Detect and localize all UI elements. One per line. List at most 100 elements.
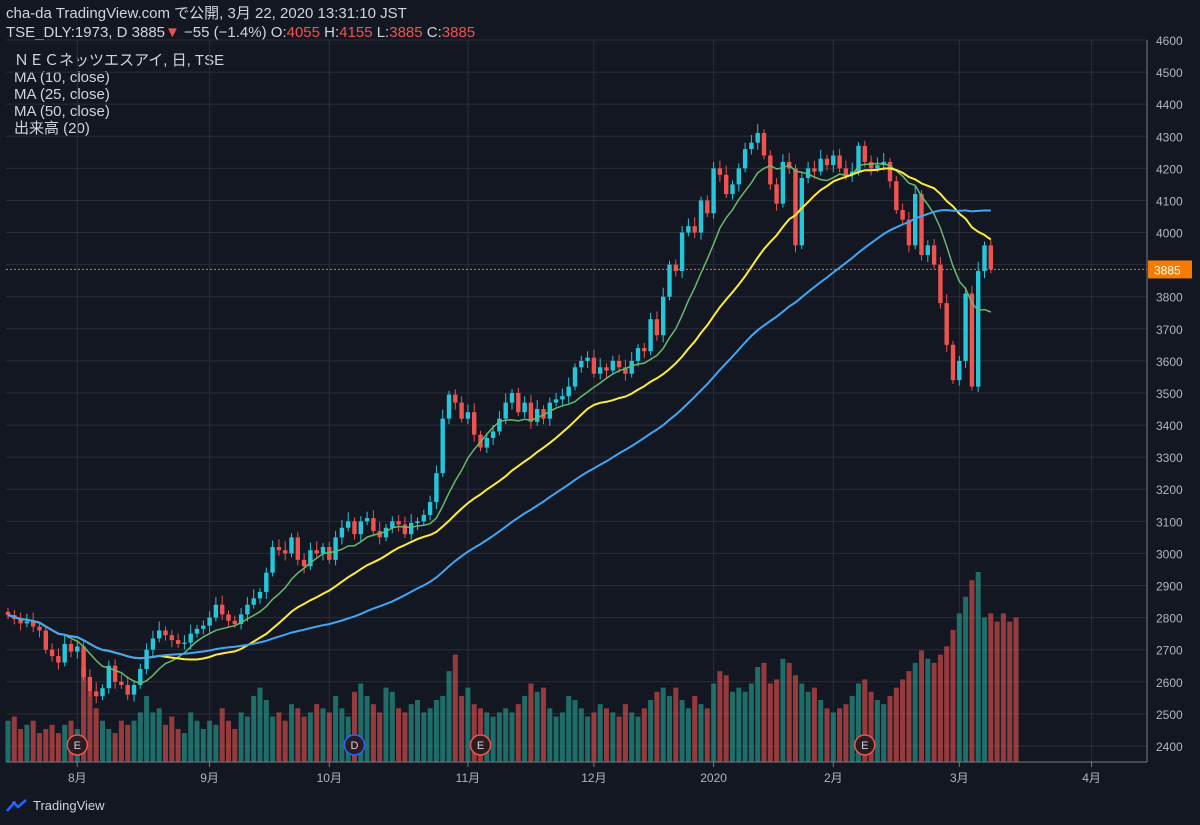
candle-body[interactable] — [969, 293, 975, 387]
candle-body[interactable] — [868, 161, 874, 169]
candle-body[interactable] — [925, 245, 930, 255]
candle-body[interactable] — [705, 200, 710, 214]
event-marker[interactable] — [66, 734, 89, 756]
candle-body[interactable] — [616, 360, 622, 368]
candle-body[interactable] — [913, 194, 918, 246]
candle-body[interactable] — [5, 611, 11, 616]
candle-body[interactable] — [900, 210, 905, 220]
candle-body[interactable] — [138, 668, 143, 685]
candle-body[interactable] — [667, 264, 672, 297]
candle-body[interactable] — [604, 367, 609, 371]
candle-body[interactable] — [503, 402, 508, 419]
candle-body[interactable] — [988, 245, 993, 270]
candle-body[interactable] — [358, 521, 363, 535]
candle-body[interactable] — [245, 604, 250, 615]
candle-body[interactable] — [440, 418, 445, 474]
candle-body[interactable] — [320, 547, 326, 554]
candle-body[interactable] — [875, 165, 880, 169]
symbol[interactable]: TSE_DLY:1973, D — [6, 24, 128, 41]
candle-body[interactable] — [301, 559, 307, 567]
candle-body[interactable] — [642, 348, 647, 352]
candle-body[interactable] — [837, 155, 842, 169]
candle-body[interactable] — [856, 145, 861, 172]
candle-body[interactable] — [938, 264, 943, 304]
event-marker[interactable] — [854, 734, 876, 756]
candle-body[interactable] — [390, 521, 395, 528]
candle-body[interactable] — [270, 547, 275, 573]
candle-body[interactable] — [535, 409, 540, 422]
candle-body[interactable] — [490, 431, 496, 438]
candle-body[interactable] — [62, 643, 67, 663]
candle-body[interactable] — [81, 646, 86, 677]
candle-body[interactable] — [308, 550, 313, 567]
candle-body[interactable] — [629, 360, 634, 374]
candle-body[interactable] — [226, 614, 231, 621]
candle-body[interactable] — [188, 633, 193, 643]
candle-body[interactable] — [119, 681, 124, 685]
candle-body[interactable] — [894, 181, 899, 211]
candle-body[interactable] — [843, 168, 849, 175]
candle-body[interactable] — [654, 319, 660, 336]
candle-body[interactable] — [931, 245, 937, 265]
candle-body[interactable] — [566, 386, 571, 397]
candle-body[interactable] — [730, 184, 735, 195]
legend-title[interactable]: ＮＥＣネッツエスアイ, 日, TSE — [14, 52, 225, 69]
candle-body[interactable] — [352, 521, 357, 535]
candle-body[interactable] — [724, 174, 729, 195]
candle-body[interactable] — [150, 638, 156, 650]
candle-body[interactable] — [94, 691, 99, 697]
candle-body[interactable] — [453, 394, 458, 403]
candle-body[interactable] — [396, 521, 401, 525]
candle-body[interactable] — [944, 303, 949, 345]
candle-body[interactable] — [818, 158, 823, 172]
candle-body[interactable] — [553, 399, 559, 403]
candle-body[interactable] — [283, 550, 288, 554]
candle-body[interactable] — [131, 684, 137, 695]
candle-body[interactable] — [623, 367, 628, 374]
candle-body[interactable] — [163, 630, 168, 636]
legend-ma50[interactable]: MA (50, close) — [14, 103, 110, 120]
candle-body[interactable] — [24, 621, 30, 624]
candle-body[interactable] — [201, 625, 206, 629]
candle-body[interactable] — [591, 357, 597, 374]
candle-body[interactable] — [264, 572, 269, 592]
candle-body[interactable] — [125, 684, 130, 695]
candle-body[interactable] — [862, 145, 867, 162]
candle-body[interactable] — [906, 219, 912, 246]
candle-body[interactable] — [850, 171, 855, 175]
candle-body[interactable] — [749, 142, 754, 150]
candle-body[interactable] — [371, 518, 376, 531]
candle-body[interactable] — [472, 412, 477, 435]
candle-body[interactable] — [182, 642, 187, 644]
candle-body[interactable] — [497, 418, 502, 432]
candle-body[interactable] — [409, 522, 414, 535]
candle-body[interactable] — [68, 643, 74, 652]
candle-body[interactable] — [610, 360, 615, 371]
candle-body[interactable] — [238, 614, 244, 625]
candle-body[interactable] — [333, 537, 338, 560]
candle-body[interactable] — [364, 518, 370, 522]
candle-body[interactable] — [37, 626, 42, 631]
candle-body[interactable] — [220, 604, 225, 615]
legend-volume[interactable]: 出来高 (20) — [14, 120, 90, 137]
candle-body[interactable] — [144, 649, 149, 669]
candle-body[interactable] — [780, 161, 786, 204]
candle-body[interactable] — [717, 168, 723, 175]
candle-body[interactable] — [383, 527, 389, 538]
candle-body[interactable] — [175, 640, 181, 644]
candle-body[interactable] — [421, 514, 426, 522]
candle-body[interactable] — [742, 149, 748, 169]
legend-ma10[interactable]: MA (10, close) — [14, 69, 110, 86]
candle-body[interactable] — [686, 226, 691, 233]
candle-body[interactable] — [194, 628, 200, 634]
candle-body[interactable] — [295, 537, 300, 560]
candle-body[interactable] — [541, 409, 546, 419]
candle-body[interactable] — [812, 168, 817, 172]
candle-body[interactable] — [736, 168, 741, 185]
candle-body[interactable] — [805, 168, 811, 178]
candle-body[interactable] — [339, 527, 345, 538]
candle-body[interactable] — [585, 357, 590, 361]
candle-body[interactable] — [711, 168, 716, 214]
candle-body[interactable] — [648, 319, 653, 352]
candle-body[interactable] — [402, 524, 408, 535]
